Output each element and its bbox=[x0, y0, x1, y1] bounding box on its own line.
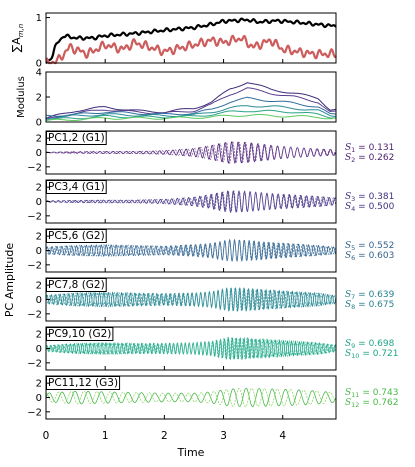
pc-5-ytick-label: 0 bbox=[36, 344, 42, 355]
x-axis-label: Time bbox=[177, 446, 205, 459]
panel-modulus: 0 2 4 Modulus bbox=[16, 68, 337, 129]
pc-5-s-label-1: S9 = 0.698 bbox=[345, 339, 395, 350]
pc-1-component-2 bbox=[45, 141, 337, 164]
pc-5-component-1 bbox=[45, 336, 337, 361]
pc-3-ytick-label: 2 bbox=[36, 232, 42, 243]
x-tick-label: 1 bbox=[102, 430, 109, 442]
modulus-ylabel: Modulus bbox=[16, 76, 27, 118]
modulus-ytick-label: 2 bbox=[36, 93, 42, 104]
x-tick-label: 3 bbox=[220, 430, 227, 442]
pc-1-ytick-label: 0 bbox=[36, 148, 42, 159]
sum-a-ylabel: ∑Am,n bbox=[10, 24, 25, 52]
pc-2-s-label-2: S4 = 0.500 bbox=[345, 202, 395, 213]
pc-4-ytick-label: 0 bbox=[36, 295, 42, 306]
modulus-plot-area bbox=[45, 82, 337, 121]
pc-2-s-label-1: S3 = 0.381 bbox=[345, 192, 394, 203]
pc-4-s-label-2: S8 = 0.675 bbox=[345, 300, 394, 311]
pc-1-ytick-label: 2 bbox=[36, 134, 42, 145]
pc-1-label: PC1,2 (G1) bbox=[48, 132, 105, 144]
pc-4-s-label-1: S7 = 0.639 bbox=[345, 290, 395, 301]
pc-3-component-1 bbox=[45, 238, 337, 262]
pc-4-component-2 bbox=[45, 286, 337, 313]
pc-6-component-1 bbox=[45, 387, 337, 408]
sum-a-ytick-label: 1 bbox=[36, 13, 42, 24]
pc-3-component-2 bbox=[45, 238, 337, 262]
pc-6-label: PC11,12 (G3) bbox=[48, 377, 118, 389]
pc-6-s-label-2: S12 = 0.762 bbox=[345, 398, 398, 409]
pc-6-ytick-label: −2 bbox=[27, 407, 42, 418]
pc-4-label: PC7,8 (G2) bbox=[48, 279, 105, 291]
pc-3-ytick-label: −2 bbox=[27, 260, 42, 271]
modulus-series-5 bbox=[45, 114, 337, 121]
pc-1-component-1 bbox=[45, 141, 337, 164]
modulus-series-2 bbox=[45, 96, 337, 117]
pc-4-ytick-label: −2 bbox=[27, 309, 42, 320]
sum-a-series-0 bbox=[45, 17, 337, 65]
pc-6-s-label-1: S11 = 0.743 bbox=[345, 388, 398, 399]
pc-2-ytick-label: 2 bbox=[36, 183, 42, 194]
pc-3-s-label-1: S5 = 0.552 bbox=[345, 241, 394, 252]
modulus-series-0 bbox=[45, 82, 337, 119]
sum-a-frame bbox=[45, 12, 337, 64]
pc-5-ytick-label: −2 bbox=[27, 358, 42, 369]
pc-5-ytick-label: 2 bbox=[36, 330, 42, 341]
pc-6-component-2 bbox=[46, 387, 337, 408]
modulus-ytick-label: 4 bbox=[36, 68, 42, 79]
modulus-series-1 bbox=[45, 87, 336, 119]
sum-a-ytick-label: 0 bbox=[36, 59, 42, 70]
pc-3-ytick-label: 0 bbox=[36, 246, 42, 257]
x-tick-label: 2 bbox=[161, 430, 168, 442]
x-axis-ticks: 0 1 2 3 4 bbox=[43, 59, 286, 442]
pc-5-component-2 bbox=[45, 336, 337, 361]
panel-sum-a: 01 ∑Am,n bbox=[10, 12, 337, 70]
pc-6-ytick-label: 0 bbox=[36, 393, 42, 404]
x-tick-label: 0 bbox=[43, 430, 50, 442]
pc-5-s-label-2: S10 = 0.721 bbox=[345, 349, 398, 360]
modulus-ytick-label: 0 bbox=[36, 118, 42, 129]
modulus-y-ticks: 0 2 4 bbox=[36, 68, 50, 129]
pc-2-ytick-label: −2 bbox=[27, 211, 42, 222]
sum-a-series-1 bbox=[45, 34, 337, 65]
pc-1-s-label-2: S2 = 0.262 bbox=[345, 153, 394, 164]
pc-2-component-1 bbox=[45, 190, 337, 214]
pc-6-ytick-label: 2 bbox=[36, 379, 42, 390]
sum-a-y-ticks: 01 bbox=[36, 13, 50, 70]
modulus-series-3 bbox=[45, 105, 337, 120]
pc-3-label: PC5,6 (G2) bbox=[48, 230, 105, 242]
pc-5-label: PC9,10 (G2) bbox=[48, 328, 111, 340]
pc-2-ytick-label: 0 bbox=[36, 197, 42, 208]
x-tick-label: 4 bbox=[279, 430, 286, 442]
pc-amplitude-ylabel: PC Amplitude bbox=[3, 243, 16, 317]
pc-2-component-2 bbox=[46, 190, 337, 213]
sum-a-plot-area bbox=[45, 17, 337, 65]
pc-2-label: PC3,4 (G1) bbox=[48, 181, 105, 193]
pc-1-s-label-1: S1 = 0.131 bbox=[345, 143, 394, 154]
pc-3-s-label-2: S6 = 0.603 bbox=[345, 251, 394, 262]
pc-4-ytick-label: 2 bbox=[36, 281, 42, 292]
modulus-series-4 bbox=[45, 109, 337, 121]
pc-1-ytick-label: −2 bbox=[27, 162, 42, 173]
